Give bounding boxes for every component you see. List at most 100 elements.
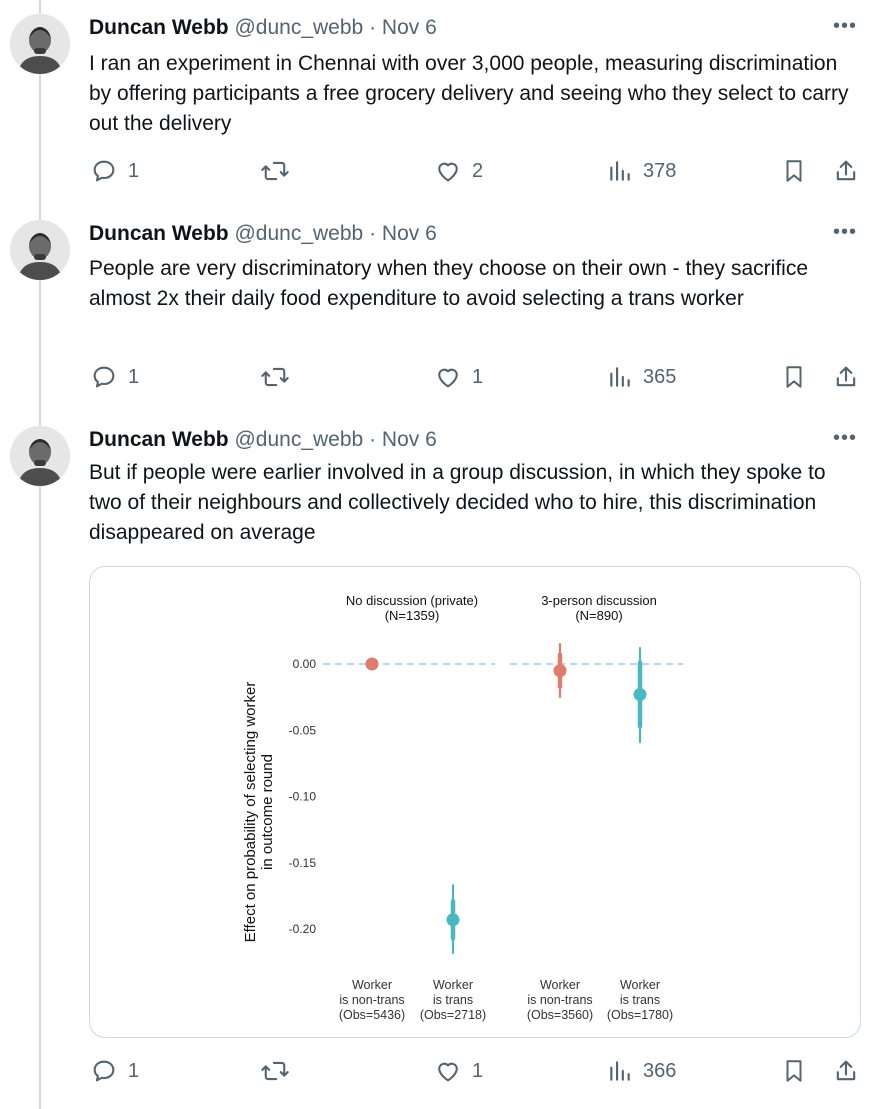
reply-button[interactable]: 1 xyxy=(90,362,139,392)
y-axis-label-line1: Effect on probability of selecting worke… xyxy=(242,682,259,943)
author-name[interactable]: Duncan Webb xyxy=(89,428,229,451)
chart-labels: Effect on probability of selecting worke… xyxy=(242,593,673,1022)
y-tick-label: -0.05 xyxy=(289,723,317,737)
tweet-date[interactable]: Nov 6 xyxy=(381,222,437,245)
retweet-button[interactable] xyxy=(260,362,300,392)
retweet-icon xyxy=(261,161,289,181)
share-icon xyxy=(836,366,856,387)
category-label: (Obs=3560) xyxy=(527,1008,593,1022)
bookmark-button[interactable] xyxy=(781,1056,807,1086)
panel-n-label: (N=1359) xyxy=(385,608,440,623)
separator: · xyxy=(369,16,377,39)
like-button[interactable]: 2 xyxy=(434,156,483,186)
retweet-button[interactable] xyxy=(260,156,300,186)
share-icon xyxy=(836,1060,856,1081)
category-label: (Obs=2718) xyxy=(420,1008,486,1022)
tweet-text: I ran an experiment in Chennai with over… xyxy=(89,52,849,135)
heart-icon xyxy=(438,368,458,388)
tweet-text: But if people were earlier involved in a… xyxy=(89,461,826,544)
reply-button[interactable]: 1 xyxy=(90,1056,139,1086)
panel-title: 3-person discussion xyxy=(541,593,657,608)
like-count: 1 xyxy=(472,1059,484,1082)
category-label: is trans xyxy=(620,993,660,1007)
tweet-text: People are very discriminatory when they… xyxy=(89,257,809,310)
like-count: 1 xyxy=(472,365,484,388)
reply-icon xyxy=(93,366,115,388)
category-label: (Obs=1780) xyxy=(607,1008,673,1022)
views-chart-icon xyxy=(610,1061,630,1081)
reply-count: 1 xyxy=(128,159,140,182)
like-count: 2 xyxy=(472,159,484,182)
share-button[interactable] xyxy=(832,156,860,186)
avatar[interactable] xyxy=(10,14,70,74)
reply-icon xyxy=(93,160,115,182)
share-icon xyxy=(836,160,856,181)
more-options-icon[interactable]: ••• xyxy=(833,221,858,243)
bookmark-button[interactable] xyxy=(781,362,807,392)
avatar[interactable] xyxy=(10,426,70,486)
retweet-icon xyxy=(261,367,289,387)
panel-title: No discussion (private) xyxy=(346,593,478,608)
bookmark-icon xyxy=(786,366,802,388)
y-axis-ticks: 0.00 -0.05 -0.10 -0.15 -0.20 xyxy=(289,657,317,936)
tweet-date[interactable]: Nov 6 xyxy=(381,16,437,39)
y-tick-label: -0.15 xyxy=(289,856,317,870)
retweet-icon xyxy=(261,1061,289,1081)
author-handle[interactable]: @dunc_webb xyxy=(234,222,364,245)
more-options-icon[interactable]: ••• xyxy=(833,427,858,449)
point-estimate xyxy=(365,657,379,671)
tweet-header: Duncan Webb @dunc_webb · Nov 6 xyxy=(89,426,437,454)
views-chart-icon xyxy=(610,367,630,387)
heart-icon xyxy=(438,1062,458,1082)
views-button[interactable]: 366 xyxy=(607,1056,676,1086)
author-name[interactable]: Duncan Webb xyxy=(89,16,229,39)
category-label: is trans xyxy=(433,993,473,1007)
tweet-date[interactable]: Nov 6 xyxy=(381,428,437,451)
like-button[interactable]: 1 xyxy=(434,1056,483,1086)
category-label: Worker xyxy=(433,978,473,992)
heart-icon xyxy=(438,162,458,182)
reply-icon xyxy=(93,1060,115,1082)
share-button[interactable] xyxy=(832,362,860,392)
y-tick-label: -0.10 xyxy=(289,790,317,804)
like-button[interactable]: 1 xyxy=(434,362,483,392)
chart-image-card[interactable]: 0.00 -0.05 -0.10 -0.15 -0.20 Effect on proba… xyxy=(89,566,861,1038)
tweet-header: Duncan Webb @dunc_webb · Nov 6 xyxy=(89,14,437,42)
action-bar: 1 2 378 xyxy=(0,156,869,186)
reply-button[interactable]: 1 xyxy=(90,156,139,186)
author-handle[interactable]: @dunc_webb xyxy=(234,428,364,451)
share-button[interactable] xyxy=(832,1056,860,1086)
retweet-button[interactable] xyxy=(260,1056,300,1086)
views-count: 366 xyxy=(643,1059,677,1082)
y-tick-label: -0.20 xyxy=(289,922,317,936)
y-axis-label-line2: in outcome round xyxy=(259,754,276,870)
category-label: (Obs=5436) xyxy=(339,1008,405,1022)
tweet-header: Duncan Webb @dunc_webb · Nov 6 xyxy=(89,220,437,248)
thread-connector-line xyxy=(39,0,41,1109)
bookmark-button[interactable] xyxy=(781,156,807,186)
point-estimate xyxy=(633,687,647,701)
views-button[interactable]: 365 xyxy=(607,362,676,392)
bookmark-icon xyxy=(786,160,802,182)
category-label: is non-trans xyxy=(527,993,592,1007)
reply-count: 1 xyxy=(128,365,140,388)
views-button[interactable]: 378 xyxy=(607,156,676,186)
reply-count: 1 xyxy=(128,1059,140,1082)
avatar[interactable] xyxy=(10,220,70,280)
more-options-icon[interactable]: ••• xyxy=(833,15,858,37)
coefficient-plot: 0.00 -0.05 -0.10 -0.15 -0.20 Effect on proba… xyxy=(242,593,683,1022)
views-count: 378 xyxy=(643,159,677,182)
action-bar: 1 1 365 xyxy=(0,362,869,392)
category-label: Worker xyxy=(352,978,392,992)
author-handle[interactable]: @dunc_webb xyxy=(234,16,364,39)
author-name[interactable]: Duncan Webb xyxy=(89,222,229,245)
separator: · xyxy=(369,428,377,451)
bookmark-icon xyxy=(786,1060,802,1082)
views-count: 365 xyxy=(643,365,677,388)
action-bar: 1 1 366 xyxy=(0,1056,869,1086)
point-estimate xyxy=(553,664,567,678)
separator: · xyxy=(369,222,377,245)
point-estimate xyxy=(446,913,460,927)
category-label: Worker xyxy=(540,978,580,992)
views-chart-icon xyxy=(610,161,630,181)
